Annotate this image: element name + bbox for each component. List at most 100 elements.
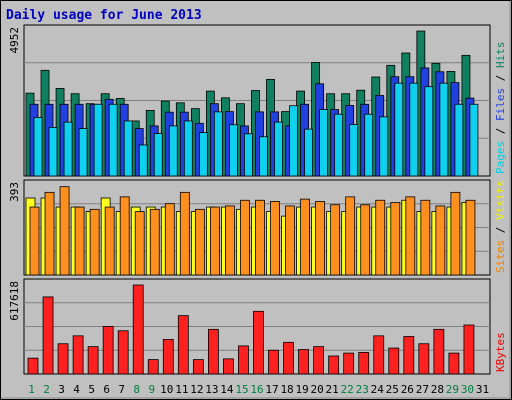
bar-kbytes-day-2 [42,296,54,375]
bar-pages-day-24 [379,116,389,177]
x-tick-label-day-28: 28 [431,383,444,396]
x-tick-label-day-20: 20 [311,383,324,396]
bar-pages-day-11 [183,120,193,177]
bar-sites-day-20 [315,200,326,276]
bar-kbytes-day-16 [253,310,264,375]
x-tick-label-day-12: 12 [190,383,203,396]
bar-pages-day-3 [63,121,73,177]
bar-sites-day-11 [179,191,190,276]
bar-kbytes-day-19 [298,349,309,375]
x-tick-label-day-13: 13 [205,383,218,396]
bar-pages-day-10 [168,125,178,177]
bar-kbytes-day-20 [313,346,325,375]
chart-title: Daily usage for June 2013 [6,8,202,23]
bar-kbytes-day-22 [343,352,355,375]
x-tick-label-day-15: 15 [235,383,248,396]
bar-pages-day-13 [213,111,223,177]
bar-kbytes-day-11 [177,315,189,375]
bar-kbytes-day-13 [207,328,219,375]
bar-kbytes-day-26 [403,336,415,375]
bar-pages-day-23 [364,113,374,177]
bar-sites-day-3 [59,186,70,276]
bar-pages-day-2 [48,126,58,177]
bar-kbytes-day-9 [147,359,159,375]
bar-kbytes-day-15 [238,345,249,375]
series-label-separator: / [494,220,507,240]
bar-pages-day-15 [244,133,253,177]
bar-sites-day-10 [164,203,175,276]
bar-sites-day-4 [74,206,85,276]
bar-sites-day-24 [375,199,386,276]
x-tick-label-day-30: 30 [461,383,474,396]
bar-pages-day-5 [93,103,103,177]
series-label-pages: Pages [494,141,507,174]
bar-sites-day-12 [194,208,205,276]
bar-sites-day-2 [44,191,55,276]
x-tick-label-day-9: 9 [148,383,155,396]
bar-pages-day-14 [229,124,238,177]
bar-pages-day-30 [469,103,479,177]
bar-kbytes-day-30 [463,324,475,375]
bar-sites-day-25 [390,202,401,276]
bar-kbytes-day-10 [162,339,174,375]
bar-pages-day-28 [439,82,449,177]
x-tick-label-day-3: 3 [58,383,65,396]
bar-kbytes-day-28 [433,328,445,375]
panel-1-max-label: 4952 [8,27,21,54]
x-tick-label-day-4: 4 [73,383,80,396]
bar-sites-day-19 [300,198,310,276]
series-label-sites: Sites [494,240,507,273]
bar-sites-day-18 [285,205,295,276]
x-tick-label-day-29: 29 [446,383,459,396]
x-tick-label-day-16: 16 [250,383,263,396]
x-tick-label-day-5: 5 [88,383,95,396]
bar-sites-day-27 [420,199,431,276]
x-tick-label-day-21: 21 [326,383,339,396]
bar-kbytes-day-7 [117,330,129,375]
bar-sites-day-6 [104,206,115,276]
series-label-visits: Visits [494,180,507,220]
bar-sites-day-21 [330,204,341,276]
bar-sites-day-5 [89,208,100,276]
x-tick-label-day-7: 7 [118,383,125,396]
series-label-kbytes: KBytes [494,332,507,372]
x-tick-label-day-23: 23 [356,383,369,396]
bar-pages-day-29 [454,103,464,177]
bar-pages-day-8 [138,144,148,177]
bar-sites-day-22 [345,196,356,276]
bar-kbytes-day-17 [268,349,279,375]
bar-pages-day-17 [274,121,283,177]
bar-sites-day-13 [209,206,220,276]
bar-kbytes-day-14 [223,358,234,375]
bar-pages-day-16 [259,136,268,177]
bar-pages-day-1 [33,117,43,177]
bar-sites-day-9 [149,208,160,276]
series-label-separator: / [494,121,507,141]
bar-pages-day-7 [123,120,133,177]
x-tick-label-day-11: 11 [175,383,188,396]
bar-pages-day-18 [289,105,298,177]
bar-kbytes-day-4 [72,335,84,375]
bar-kbytes-day-18 [283,341,294,375]
x-tick-label-day-27: 27 [416,383,429,396]
x-tick-label-day-14: 14 [220,383,234,396]
bar-pages-day-25 [394,82,404,177]
bar-kbytes-day-6 [102,326,114,375]
x-tick-label-day-17: 17 [265,383,278,396]
x-tick-label-day-2: 2 [43,383,50,396]
x-tick-label-day-26: 26 [401,383,414,396]
x-tick-label-day-19: 19 [295,383,308,396]
bar-sites-day-23 [360,204,371,276]
bar-pages-day-22 [349,124,359,177]
x-tick-label-day-31: 31 [476,383,489,396]
series-label-hits: Hits [494,42,507,69]
bar-kbytes-day-1 [27,357,39,375]
bar-kbytes-day-25 [388,347,400,375]
bar-kbytes-day-5 [87,346,99,375]
bar-sites-day-1 [29,206,40,276]
bar-pages-day-12 [198,132,208,177]
bar-pages-day-21 [334,113,344,177]
bar-sites-day-28 [435,205,446,276]
